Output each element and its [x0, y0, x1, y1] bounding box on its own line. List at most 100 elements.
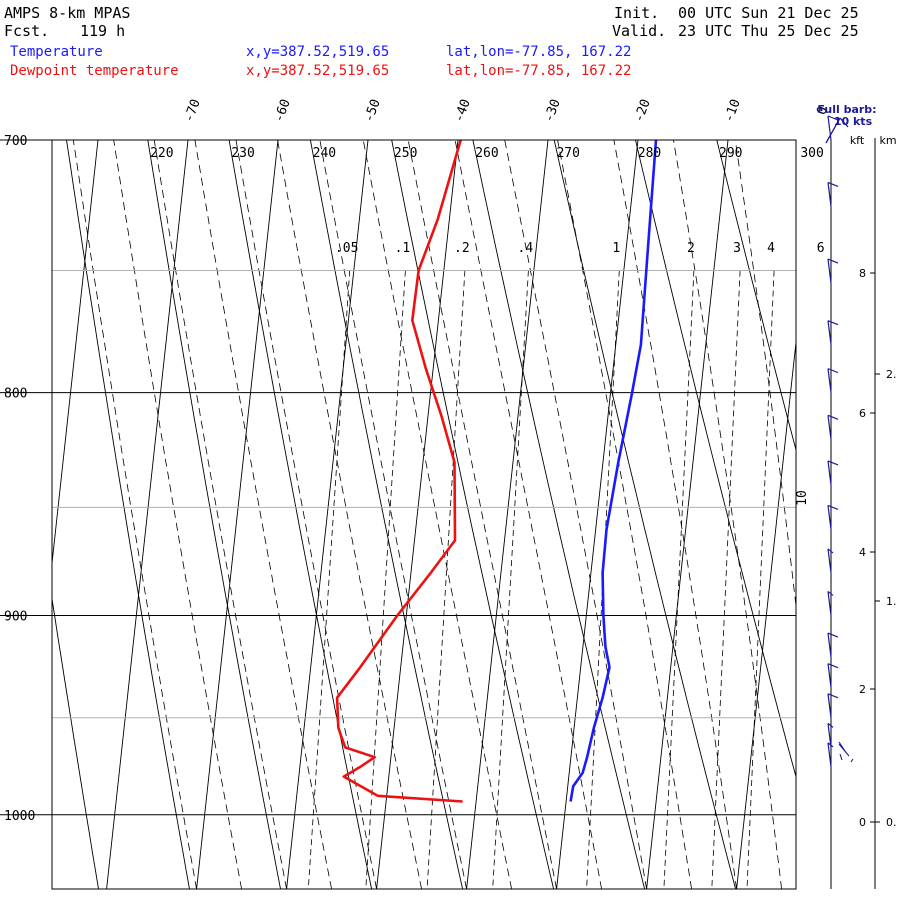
- temperature-tick-label: -50: [362, 97, 384, 124]
- dry-adiabat-line: [553, 140, 737, 889]
- km-tick-label: 0.: [886, 816, 897, 829]
- moist-adiabat-line: [557, 140, 692, 889]
- wind-barb-feather: [827, 504, 839, 511]
- theta-tick-label: 280: [638, 146, 661, 161]
- mixing-ratio-label: 3: [733, 241, 741, 256]
- dewpoint-profile-line: [335, 140, 463, 803]
- wind-barb-feather: [827, 320, 839, 326]
- isotherm-line: [0, 140, 8, 889]
- mixing-ratio-label: .1: [395, 241, 411, 256]
- isotherm-line: [286, 140, 369, 889]
- profile-series: [335, 140, 658, 803]
- legend-temperature-latlon: lat,lon=-77.85, 167.22: [446, 44, 632, 60]
- barb-key-title: Full barb:: [817, 103, 876, 116]
- wind-barb-shaft: [827, 415, 832, 440]
- mixing-ratio-line: [586, 270, 620, 889]
- theta-tick-label: 300: [800, 146, 823, 161]
- isotherm-line: [556, 140, 639, 889]
- wind-barb-feather: [850, 758, 854, 763]
- mixing-ratio-label: 1: [612, 241, 620, 256]
- wind-barb-shaft: [827, 182, 832, 207]
- kft-label: kft: [850, 134, 865, 147]
- wind-barb-feather: [838, 741, 846, 752]
- mixing-ratio-label: .05: [335, 241, 358, 256]
- init-label: Init.: [614, 4, 660, 22]
- moist-adiabat-line: [673, 140, 782, 889]
- temperature-tick-label: 10: [795, 490, 810, 506]
- wind-barb-shaft: [827, 548, 832, 574]
- wind-barb-feather: [827, 742, 834, 748]
- wind-barb-shaft: [827, 591, 832, 616]
- wind-barb-feather: [827, 368, 839, 374]
- barb-key-shaft: [825, 117, 841, 144]
- mixing-ratio-label: 6: [817, 241, 825, 256]
- moist-adiabat-line: [72, 140, 197, 889]
- mixing-ratio-line: [307, 270, 351, 889]
- wind-barb-feather: [827, 258, 839, 264]
- dry-adiabat-line: [147, 140, 281, 889]
- model-title: AMPS 8-km MPAS: [4, 4, 131, 22]
- moist-adiabat-line: [362, 140, 512, 889]
- pressure-tick-label: 1000: [4, 809, 35, 824]
- forecast-label: Fcst.: [4, 22, 50, 40]
- kft-tick-label: 4: [859, 546, 866, 559]
- wind-barb-feather: [827, 548, 834, 554]
- mixing-ratio-line: [426, 270, 466, 889]
- moist-adiabat-line: [113, 140, 242, 889]
- theta-tick-label: 270: [556, 146, 579, 161]
- isotherm-line: [736, 338, 796, 889]
- wind-barb-shaft: [827, 742, 832, 767]
- moist-adiabat-line: [277, 140, 422, 889]
- moist-adiabat-line: [613, 140, 737, 889]
- mixing-ratio-line: [711, 270, 741, 889]
- kft-tick-label: 6: [859, 407, 866, 420]
- pressure-tick-label: 900: [4, 609, 27, 624]
- isotherm-line: [196, 140, 279, 889]
- wind-barb-feather: [827, 663, 839, 669]
- dry-adiabat-line: [228, 140, 373, 889]
- mixing-ratio-line: [799, 271, 824, 890]
- dry-adiabat-line: [879, 140, 900, 889]
- wind-barb-feather: [827, 181, 839, 187]
- theta-tick-label: 240: [313, 146, 336, 161]
- dry-adiabat-line: [472, 140, 646, 889]
- wind-barb-feather: [827, 632, 839, 638]
- theta-tick-label: 230: [231, 146, 254, 161]
- wind-barb-shaft: [827, 632, 832, 658]
- mixing-ratio-line: [492, 270, 529, 889]
- kft-tick-label: 0: [859, 816, 866, 829]
- dry-adiabat-line: [0, 140, 8, 889]
- dry-adiabat-line: [798, 140, 900, 889]
- isotherm-line: [376, 140, 459, 889]
- mixing-ratio-line: [746, 270, 775, 889]
- wind-barb-feather: [827, 460, 839, 466]
- wind-barb-shaft: [827, 723, 832, 748]
- km-tick-label: 1.: [886, 595, 897, 608]
- temperature-tick-label: -40: [452, 97, 474, 124]
- wind-barb-feather: [827, 693, 839, 699]
- mixing-ratio-line: [663, 270, 695, 889]
- pressure-tick-label: 800: [4, 387, 27, 402]
- theta-tick-label: 290: [719, 146, 742, 161]
- temperature-tick-label: -60: [272, 97, 294, 124]
- init-time: 00 UTC Sun 21 Dec 25: [678, 4, 859, 22]
- isotherm-line: [827, 140, 900, 889]
- wind-barb-feather: [827, 414, 839, 420]
- dry-adiabat-line: [66, 140, 190, 889]
- forecast-hours: 119 h: [80, 22, 126, 40]
- legend-dewpoint-name: Dewpoint temperature: [10, 63, 179, 79]
- moist-adiabat-line: [319, 140, 467, 889]
- legend-temperature-name: Temperature: [10, 44, 103, 60]
- dry-adiabat-line: [635, 140, 796, 779]
- wind-barb-shaft: [827, 259, 832, 284]
- moist-adiabat-line: [454, 140, 602, 889]
- wind-barb-feather: [827, 115, 839, 121]
- theta-tick-label: 220: [150, 146, 173, 161]
- wind-barb-feather: [827, 722, 834, 728]
- pressure-tick-label: 700: [4, 134, 27, 149]
- mixing-ratio-label: 2: [687, 241, 695, 256]
- legend-dewpoint-latlon: lat,lon=-77.85, 167.22: [446, 63, 632, 79]
- isotherm-line: [52, 140, 99, 568]
